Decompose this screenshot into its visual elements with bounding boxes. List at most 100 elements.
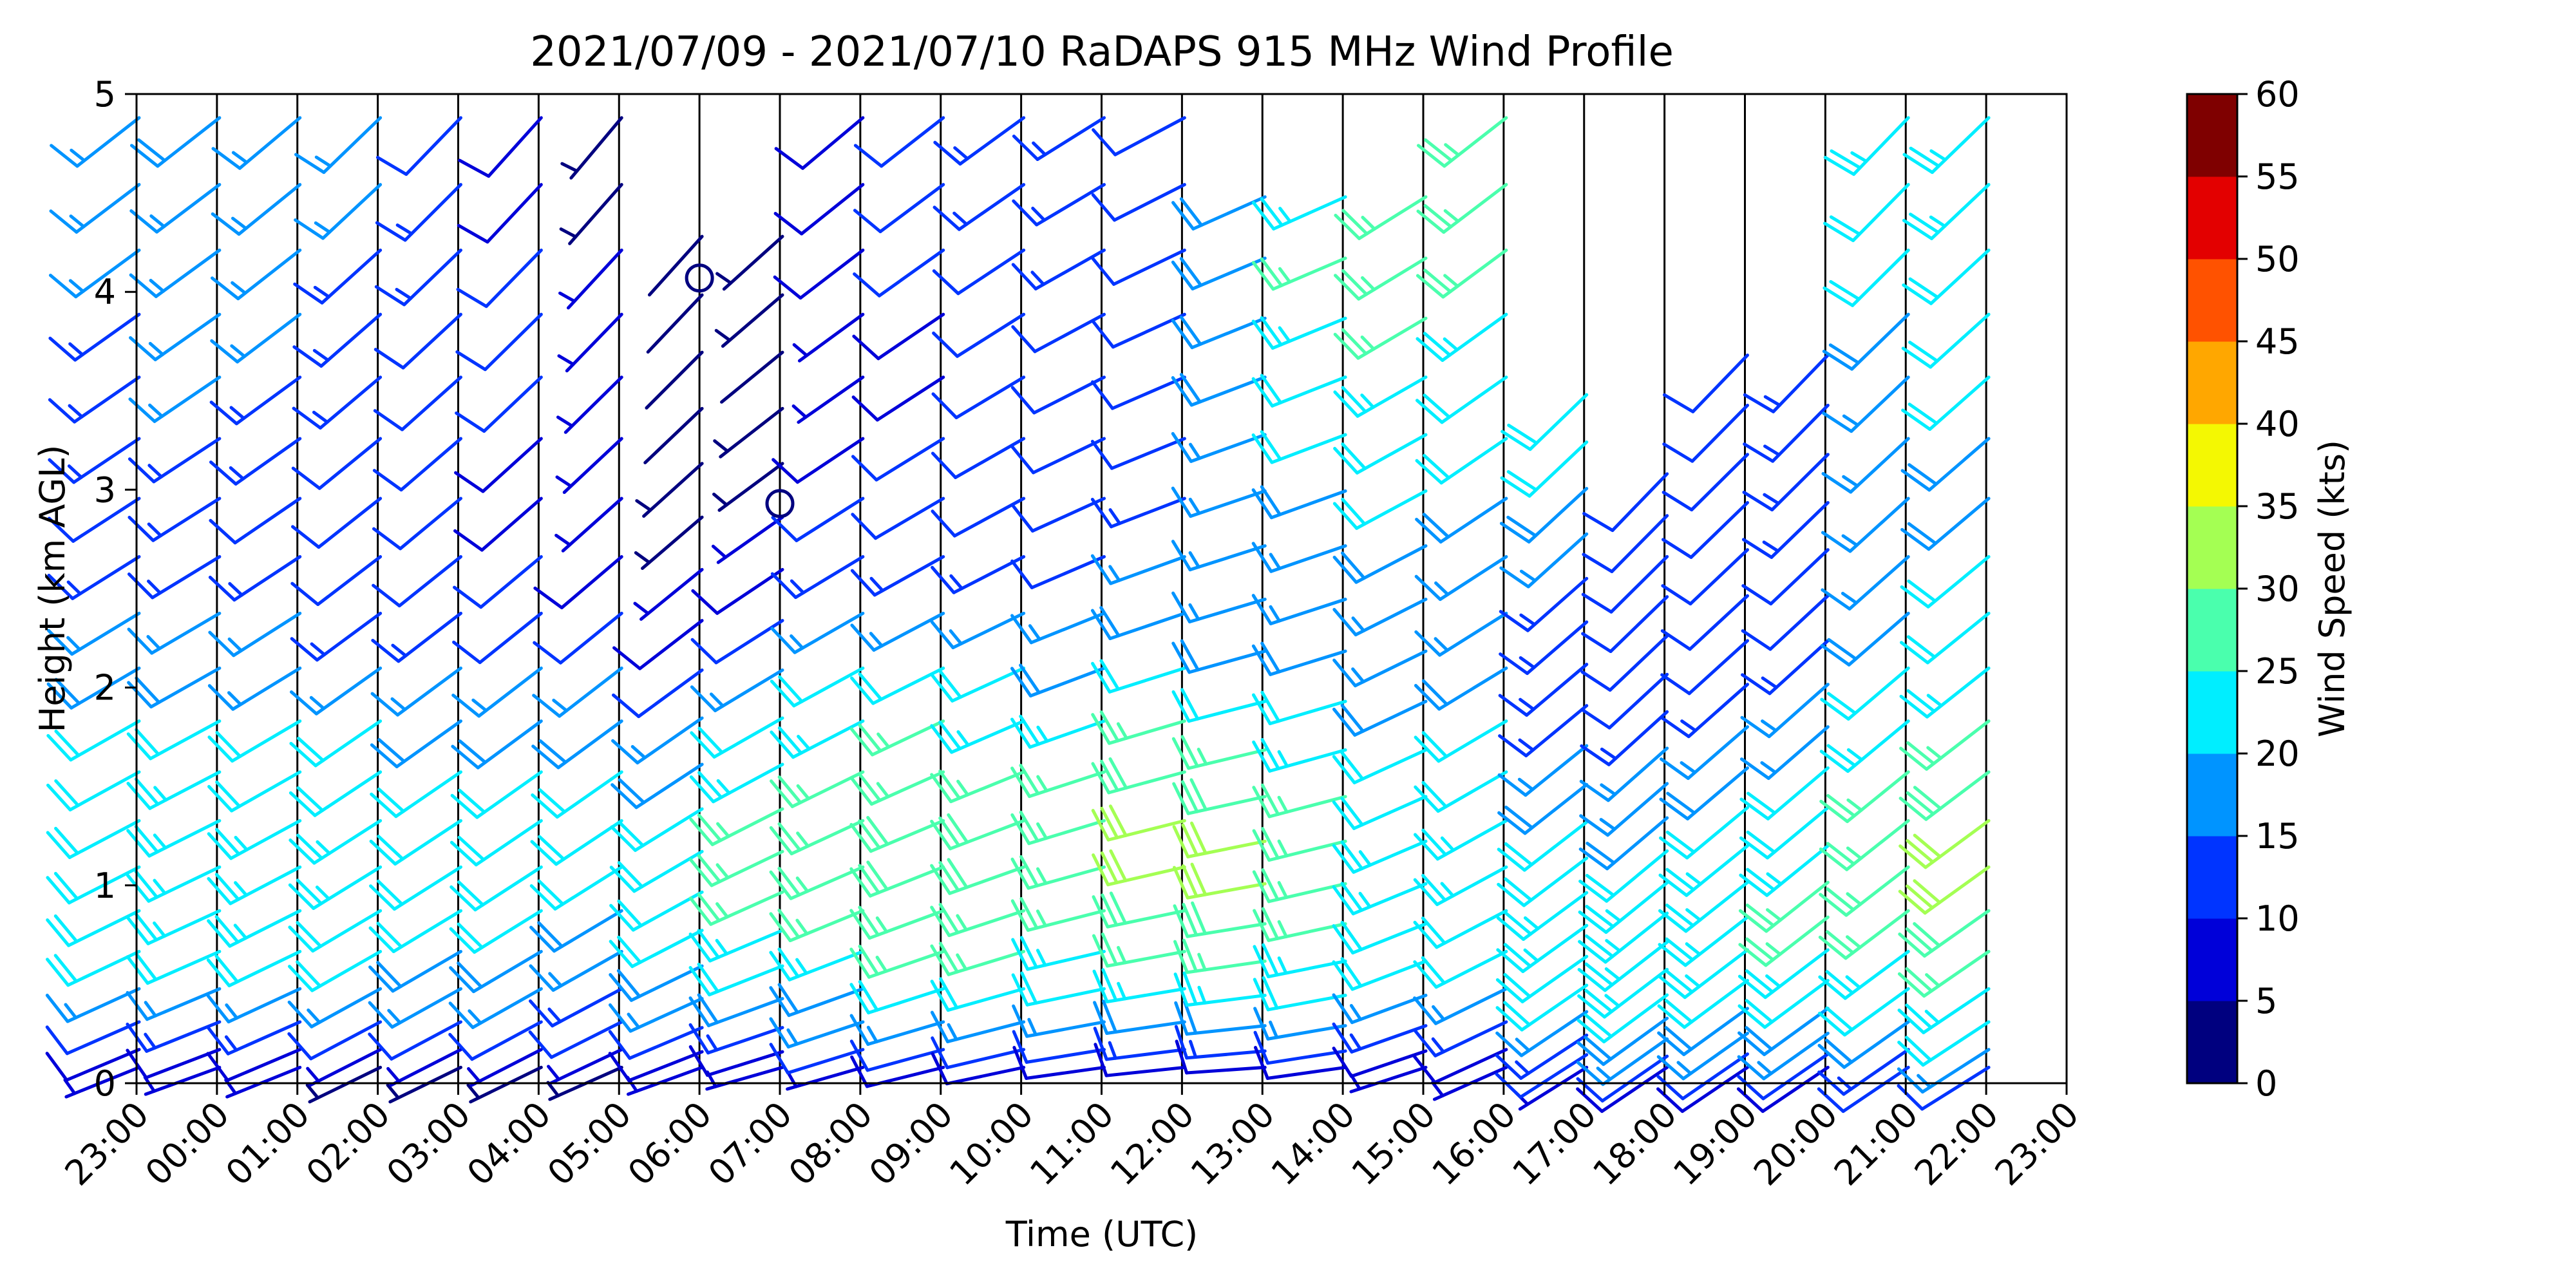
wind-barb	[1011, 971, 1106, 1007]
barb-staff	[558, 666, 623, 718]
barb-feather	[688, 996, 710, 1028]
barb-feather	[1099, 659, 1120, 691]
barb-staff	[1602, 1016, 1669, 1066]
wind-barb	[1498, 704, 1589, 757]
barb-feather	[610, 825, 637, 852]
barb-feather	[1190, 862, 1208, 896]
wind-barb	[451, 666, 543, 718]
barb-staff	[231, 666, 302, 711]
barb-half-feather	[68, 404, 84, 419]
barb-half-feather	[1761, 719, 1778, 732]
wind-barb	[1660, 683, 1749, 739]
barb-staff	[1351, 882, 1428, 916]
barb-staff	[404, 116, 462, 176]
wind-barb	[1172, 862, 1267, 900]
wind-barb	[689, 762, 784, 804]
wind-barb	[1496, 891, 1589, 942]
barb-half-feather	[1269, 605, 1281, 623]
barb-half-feather	[68, 342, 84, 357]
barb-half-feather	[1757, 1061, 1773, 1075]
barb-feather	[287, 1000, 314, 1028]
barb-staff	[1271, 316, 1347, 350]
barb-feather	[1421, 916, 1446, 945]
barb-staff	[793, 611, 865, 654]
barb-half-feather	[956, 914, 968, 932]
barb-staff	[1922, 949, 1991, 998]
barb-half-feather	[1517, 777, 1535, 791]
barb-feather	[1010, 766, 1032, 799]
barb-staff	[399, 437, 462, 492]
barb-half-feather	[1519, 569, 1537, 583]
barb-half-feather	[148, 341, 165, 356]
barb-staff	[322, 116, 383, 175]
barb-feather	[1501, 430, 1532, 451]
barb-feather	[1822, 350, 1854, 371]
barb-staff	[1765, 880, 1830, 933]
barb-staff	[1921, 1020, 1991, 1067]
wind-barb	[1011, 936, 1106, 971]
barb-half-feather	[229, 406, 246, 421]
barb-staff	[569, 116, 623, 180]
wind-barb	[1901, 375, 1991, 431]
wind-barb	[773, 248, 865, 300]
barb-feather	[938, 720, 961, 751]
wind-barb	[1498, 663, 1589, 717]
wind-barb	[612, 619, 704, 670]
barb-feather	[774, 147, 804, 170]
barb-staff	[70, 666, 141, 710]
colorbar-tick-label: 40	[2255, 404, 2300, 444]
barb-half-feather	[1443, 337, 1459, 352]
wind-barb	[126, 719, 222, 761]
barb-feather	[608, 1052, 631, 1083]
barb-staff	[1185, 994, 1267, 1007]
barb-staff	[1271, 375, 1347, 408]
barb-staff	[1353, 699, 1428, 737]
barb-staff	[786, 1020, 865, 1049]
barb-staff	[1110, 375, 1186, 410]
barb-feather	[697, 854, 722, 884]
barb-feather	[1902, 153, 1934, 175]
wind-barb	[1897, 1065, 1991, 1111]
barb-feather	[454, 471, 485, 493]
barb-feather	[1658, 943, 1687, 967]
barb-feather	[770, 627, 797, 654]
barb-half-feather	[1685, 872, 1703, 886]
wind-barb	[1742, 453, 1830, 512]
barb-feather	[1584, 1036, 1613, 1061]
barb-feather	[1820, 697, 1850, 721]
barb-feather	[611, 783, 638, 810]
barb-half-feather	[149, 278, 166, 293]
barb-feather	[377, 835, 404, 861]
barb-half-feather	[315, 886, 331, 901]
barb-staff	[1025, 987, 1106, 1007]
barb-feather	[210, 276, 240, 301]
wind-barb	[849, 770, 945, 806]
wind-barb	[1897, 1048, 1991, 1094]
barb-staff	[1926, 611, 1991, 665]
wind-barb	[1819, 719, 1910, 773]
barb-feather	[930, 773, 953, 804]
barb-feather	[1101, 932, 1118, 966]
barb-feather	[858, 772, 882, 802]
barb-feather	[137, 138, 167, 162]
wind-barb	[289, 719, 383, 768]
barb-staff	[64, 1065, 141, 1099]
barb-half-feather	[1443, 209, 1460, 223]
barb-staff	[1766, 766, 1830, 820]
wind-barb	[1334, 256, 1428, 301]
barb-staff	[1185, 1065, 1267, 1075]
wind-barb	[930, 611, 1026, 650]
wind-barb	[370, 770, 462, 819]
wind-barb	[1334, 195, 1428, 240]
barb-feather	[1181, 864, 1198, 898]
wind-barb	[1251, 430, 1347, 464]
barb-feather	[1108, 804, 1128, 837]
wind-barb	[690, 668, 784, 712]
barb-feather	[296, 737, 325, 762]
barb-feather	[1913, 786, 1942, 810]
barb-feather	[452, 585, 483, 609]
wind-barb	[1090, 554, 1186, 585]
barb-staff	[1271, 256, 1347, 291]
wind-barb	[1414, 611, 1508, 657]
colorbar-tick-label: 5	[2255, 981, 2277, 1021]
